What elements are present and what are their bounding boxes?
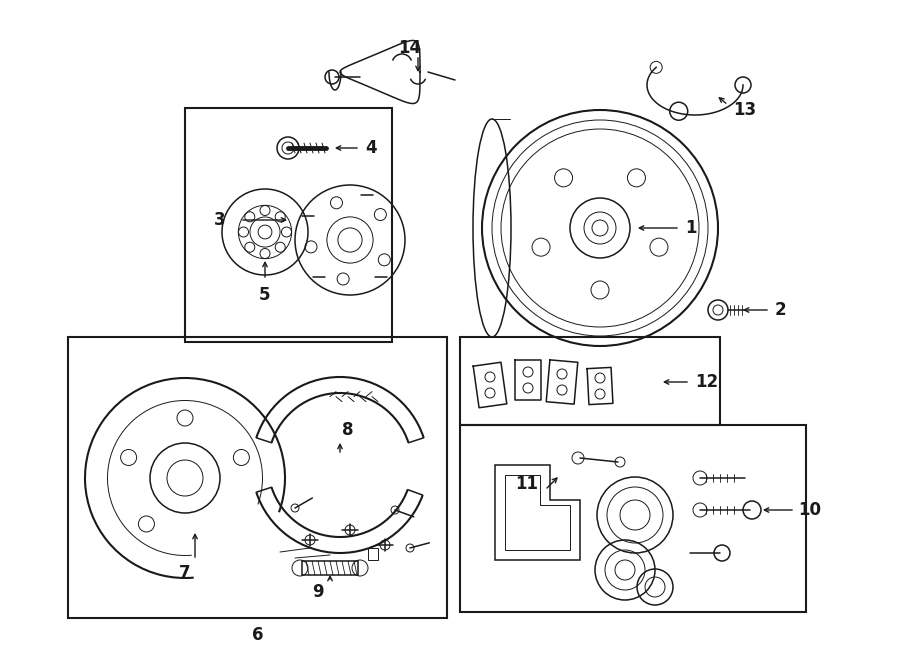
Text: 2: 2 <box>775 301 787 319</box>
Bar <box>368 548 378 560</box>
Text: 12: 12 <box>695 373 718 391</box>
Bar <box>460 425 806 612</box>
Bar <box>302 561 358 575</box>
Text: 10: 10 <box>798 501 821 519</box>
Text: 14: 14 <box>399 39 421 57</box>
Bar <box>460 337 720 425</box>
Text: 3: 3 <box>214 211 226 229</box>
Text: 8: 8 <box>342 421 354 439</box>
Text: 5: 5 <box>259 286 271 304</box>
Text: 6: 6 <box>252 626 264 644</box>
Text: 1: 1 <box>685 219 697 237</box>
Text: 4: 4 <box>365 139 376 157</box>
Bar <box>185 108 392 342</box>
Text: 13: 13 <box>733 101 756 119</box>
Text: 7: 7 <box>179 564 191 582</box>
Text: 9: 9 <box>312 583 324 601</box>
Bar <box>68 337 447 618</box>
Text: 11: 11 <box>515 475 538 493</box>
